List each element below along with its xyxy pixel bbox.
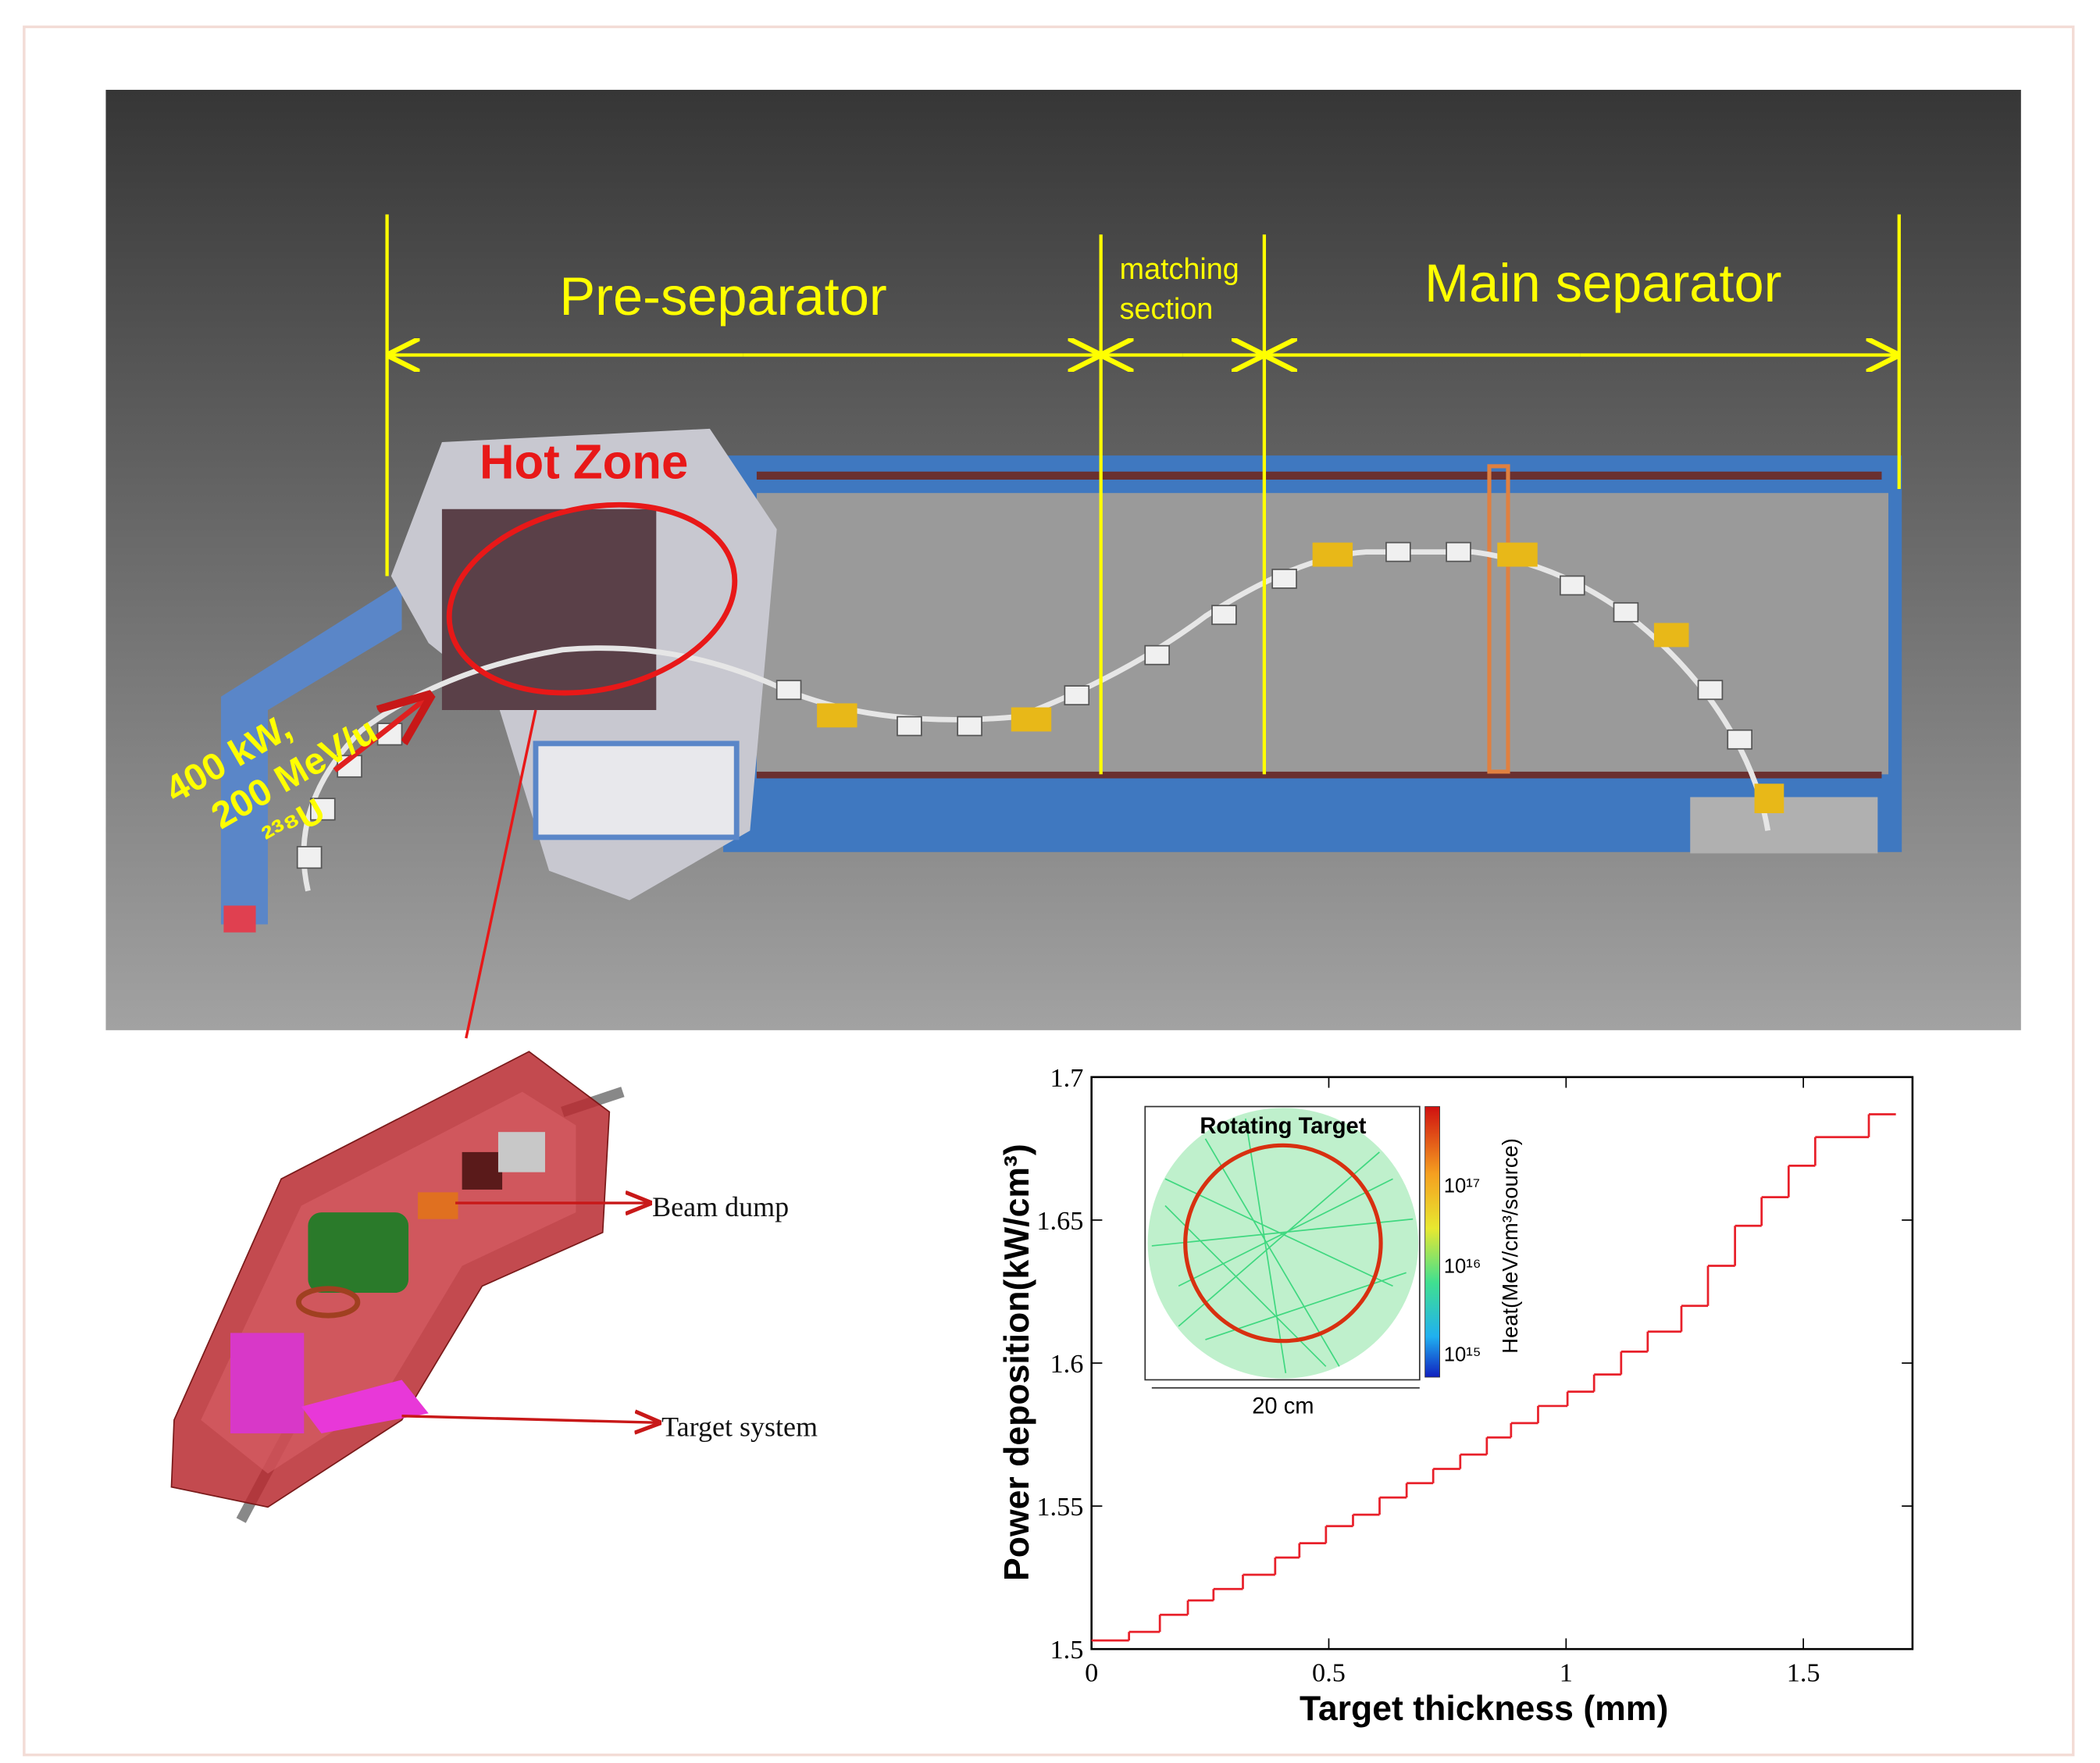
dipole [1011,708,1051,732]
y-axis-label: Power deposition(kW/cm³) [998,1144,1036,1581]
y-tick-label: 1.5 [1050,1635,1084,1665]
separator-rendering: Pre-separator matching section Main sepa… [105,90,2020,1038]
quad [1064,686,1089,705]
inset-disc [1148,1108,1418,1378]
label-matching: matching [1120,252,1239,285]
quad [1386,543,1410,562]
quad [298,847,322,868]
label-hot-zone: Hot Zone [480,435,688,489]
quad [1145,646,1169,665]
rail [757,772,1882,779]
dipole [1497,543,1537,567]
dump-block [498,1132,545,1172]
dipole [1313,543,1353,567]
dump-block [462,1152,502,1190]
quad [1272,569,1296,588]
colorbar-tick: 10¹⁵ [1444,1344,1481,1365]
label-matching: section [1120,292,1214,325]
colorbar [1425,1107,1440,1377]
page: Pre-separator matching section Main sepa… [0,0,2100,1763]
label-main-separator: Main separator [1424,253,1781,313]
figure: Pre-separator matching section Main sepa… [0,0,2100,1763]
quad [897,717,922,736]
y-tick-label: 1.55 [1036,1492,1083,1522]
target-system-drawing: Beam dump Target system [172,1051,818,1520]
colorbar-label: Heat(MeV/cm³/source) [1498,1138,1522,1354]
rail [757,472,1882,480]
dipole [1755,783,1784,813]
marker [223,905,255,932]
quad [1727,730,1752,749]
label-target-system: Target system [661,1411,818,1442]
quad [1613,603,1638,622]
target-tower [230,1333,304,1433]
colorbar-tick: 10¹⁶ [1444,1255,1481,1277]
label-beam-dump: Beam dump [652,1191,789,1222]
y-tick-label: 1.7 [1050,1063,1084,1093]
quad [1446,543,1471,562]
x-axis-label: Target thickness (mm) [1300,1690,1668,1728]
quad [1212,605,1236,624]
beam-dump [418,1192,458,1219]
x-tick-label: 1.5 [1787,1658,1820,1687]
dipole [1654,623,1689,648]
dipole [817,703,857,727]
pointer-arrow [401,1416,658,1423]
inset-title: Rotating Target [1200,1114,1366,1139]
inset-scale: 20 cm [1252,1394,1314,1419]
magnet [308,1212,408,1293]
hall-floor [757,493,1888,774]
quad [777,680,801,699]
x-tick-label: 1 [1560,1658,1573,1687]
x-tick-label: 0.5 [1312,1658,1346,1687]
shield-block [536,744,736,837]
y-tick-label: 1.6 [1050,1349,1084,1379]
quad [957,717,982,736]
label-pre-separator: Pre-separator [559,266,886,327]
y-tick-label: 1.65 [1036,1206,1083,1236]
quad [1699,680,1723,699]
x-tick-label: 0 [1085,1658,1098,1687]
hot-cell-inner [442,509,656,710]
colorbar-tick: 10¹⁷ [1444,1175,1480,1197]
chart: Target thickness (mm) Power deposition(k… [998,1063,1913,1728]
quad [1560,576,1585,594]
